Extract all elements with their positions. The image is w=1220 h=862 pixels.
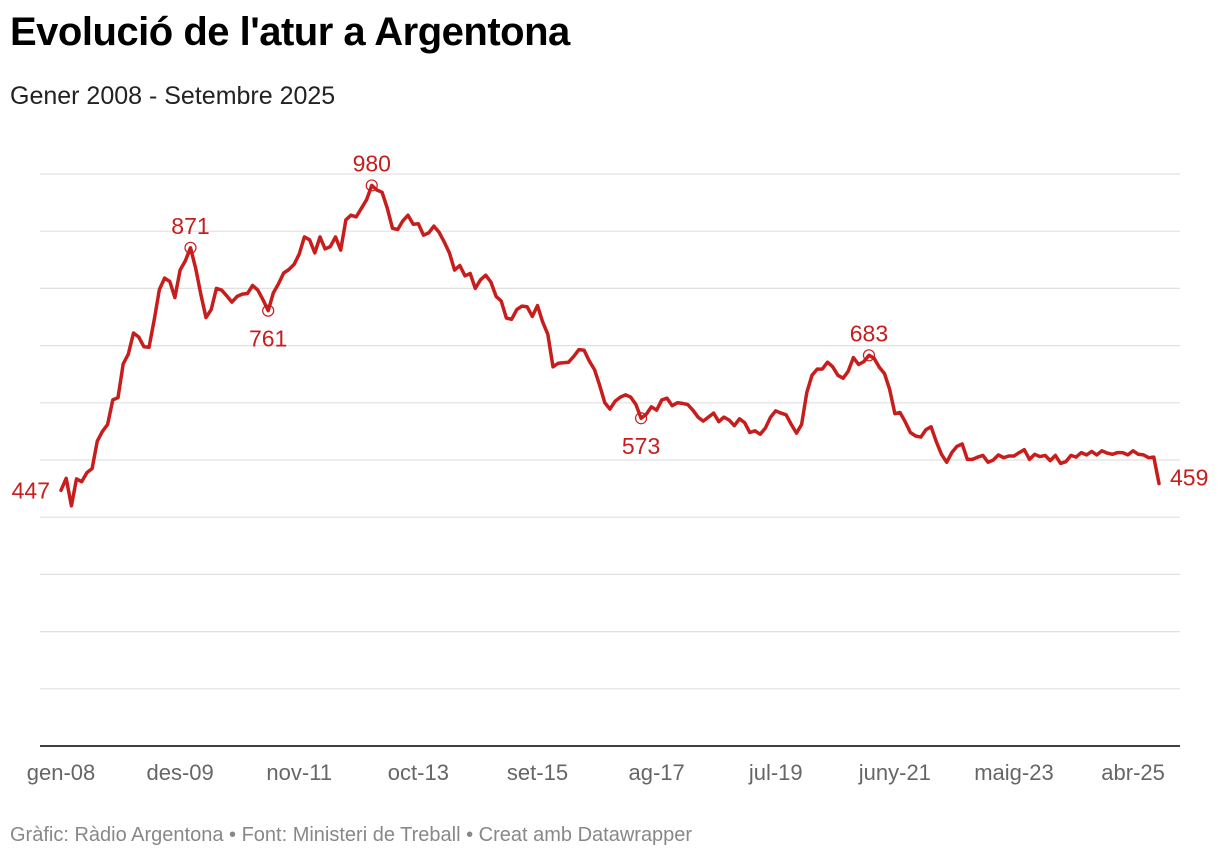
annotations: 447 871 761 980 573 683 459 — [12, 150, 1209, 503]
annotation-label: 871 — [171, 213, 209, 239]
chart-title: Evolució de l'atur a Argentona — [10, 10, 570, 54]
x-tick-label: gen-08 — [27, 760, 96, 785]
chart-footer: Gràfic: Ràdio Argentona • Font: Minister… — [10, 824, 693, 846]
x-axis: gen-08 des-09 nov-11 oct-13 set-15 ag-17 jul-1… — [27, 745, 1180, 785]
x-tick-label: ag-17 — [628, 760, 684, 785]
annotation-label: 447 — [12, 477, 50, 503]
annotation-marker — [862, 349, 876, 362]
annotation-label: 761 — [249, 326, 287, 352]
y-gridlines — [40, 173, 1180, 690]
annotation-marker — [262, 304, 275, 317]
x-tick-label: oct-13 — [388, 760, 449, 785]
x-tick-label: set-15 — [507, 760, 568, 785]
series-line-aturats — [59, 183, 1161, 508]
x-tick-label: nov-11 — [266, 760, 332, 785]
x-tick-label: maig-23 — [974, 760, 1053, 785]
x-tick-label: des-09 — [146, 760, 213, 785]
x-tick-label: jul-19 — [748, 760, 803, 785]
x-tick-label: abr-25 — [1101, 760, 1165, 785]
annotation-label: 980 — [353, 150, 391, 176]
annotation-label: 459 — [1170, 464, 1208, 490]
annotation-label: 683 — [850, 320, 888, 346]
annotation-marker — [184, 241, 197, 254]
annotation-label: 573 — [622, 433, 660, 459]
annotation-marker — [634, 412, 648, 425]
x-tick-label: juny-21 — [858, 760, 931, 785]
annotation-marker — [365, 179, 378, 192]
chart-subtitle: Gener 2008 - Setembre 2025 — [10, 82, 336, 110]
